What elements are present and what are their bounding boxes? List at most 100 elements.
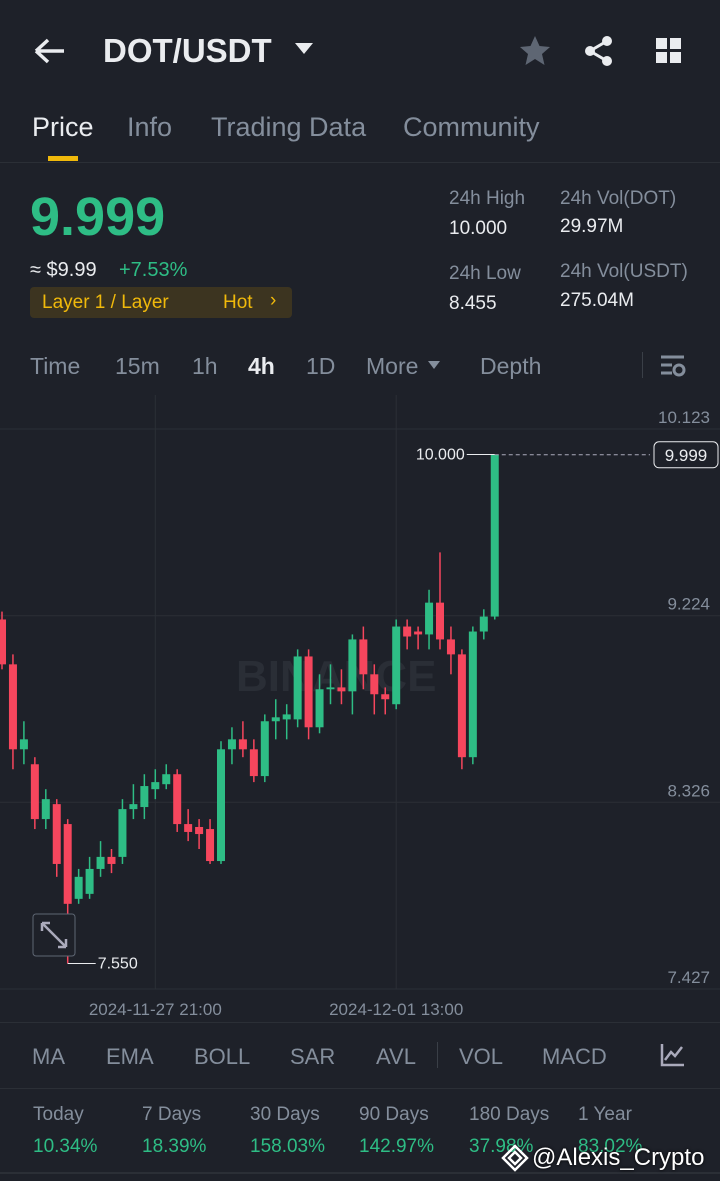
- tag[interactable]: Layer 1 / Layer: [42, 292, 169, 313]
- indicator[interactable]: EMA: [106, 1044, 154, 1069]
- candle-chart: BINANCE 7.427 8.326 9.224 10.123 2024-11-27 2…: [0, 395, 720, 1019]
- indicator[interactable]: MA: [32, 1044, 65, 1069]
- candle-body: [206, 829, 215, 862]
- candle-body: [457, 654, 466, 758]
- candle-body: [0, 619, 6, 665]
- interval[interactable]: More: [366, 353, 419, 379]
- candle-body: [238, 739, 247, 750]
- stat-label: 24h Vol(USDT): [560, 261, 688, 282]
- candle-body: [8, 664, 17, 750]
- interval-active[interactable]: 4h: [248, 353, 275, 379]
- perf-value: 10.34%: [33, 1136, 98, 1157]
- tab[interactable]: Trading Data: [211, 112, 367, 142]
- x-tick-label: 2024-12-01 13:00: [329, 1000, 463, 1019]
- share-icon[interactable]: [582, 34, 616, 68]
- stat-value: 275.04M: [560, 290, 634, 311]
- fullscreen-icon: [40, 921, 68, 949]
- candle-body: [63, 824, 72, 904]
- separator: [642, 352, 643, 378]
- divider: [0, 1022, 720, 1023]
- chevron: ›: [270, 290, 277, 311]
- dropdown-icon[interactable]: [294, 42, 314, 56]
- candle-body: [217, 749, 225, 862]
- tab[interactable]: Info: [127, 112, 173, 142]
- candle-body: [260, 721, 269, 777]
- watermark-logo: [501, 1144, 529, 1172]
- candle-body: [249, 749, 258, 777]
- grid-icon[interactable]: [654, 36, 684, 66]
- perf-value: 37.98%: [469, 1136, 534, 1157]
- chart-watermark: BINANCE: [236, 652, 436, 701]
- chart-settings-icon[interactable]: [660, 1042, 686, 1068]
- indicator[interactable]: BOLL: [194, 1044, 251, 1069]
- candle-body: [337, 687, 346, 692]
- candle-body: [293, 656, 302, 720]
- y-tick-label: 8.326: [667, 781, 710, 800]
- candle-body: [446, 639, 455, 655]
- pair-title[interactable]: DOT/USDT: [103, 32, 272, 69]
- candle-body: [326, 687, 335, 690]
- perf-label: 30 Days: [250, 1104, 320, 1125]
- indicator[interactable]: MACD: [542, 1044, 607, 1069]
- tab[interactable]: Community: [403, 112, 540, 142]
- candle-body: [140, 786, 149, 808]
- candle-body: [19, 739, 28, 750]
- max-label: 10.000: [416, 447, 465, 464]
- candle-body: [107, 856, 116, 864]
- last-price-label: 9.999: [665, 446, 708, 465]
- tab-indicator: [48, 156, 78, 161]
- separator: [437, 1042, 438, 1068]
- candle-body: [195, 826, 204, 835]
- interval[interactable]: 15m: [115, 353, 160, 379]
- candle-body: [271, 717, 280, 722]
- candle-body: [41, 799, 50, 820]
- interval[interactable]: Time: [30, 353, 81, 379]
- perf-label: 180 Days: [469, 1104, 550, 1125]
- indicator[interactable]: AVL: [376, 1044, 416, 1069]
- more-icon: [428, 361, 440, 369]
- stat-value: 29.97M: [560, 216, 624, 237]
- favorite-icon[interactable]: [518, 34, 552, 68]
- candle-body: [304, 656, 313, 728]
- tab-active[interactable]: Price: [32, 112, 94, 142]
- candle-body: [392, 626, 401, 705]
- candle-body: [414, 631, 423, 635]
- candle-body: [173, 774, 182, 825]
- perf-value: 142.97%: [359, 1136, 435, 1157]
- indicator[interactable]: SAR: [290, 1044, 336, 1069]
- indicator[interactable]: VOL: [459, 1044, 504, 1069]
- interval[interactable]: 1D: [306, 353, 336, 379]
- candle-body: [282, 714, 291, 720]
- fullscreen-button[interactable]: [32, 913, 76, 957]
- interval[interactable]: Depth: [480, 353, 542, 379]
- candle-body: [30, 764, 39, 820]
- candle-body: [370, 674, 379, 695]
- last-price-box: [653, 441, 719, 469]
- perf-label: 90 Days: [359, 1104, 429, 1125]
- interval[interactable]: 1h: [192, 353, 218, 379]
- candle-body: [118, 809, 127, 857]
- candle-body: [479, 616, 488, 632]
- perf-value: 83.02%: [578, 1136, 643, 1157]
- candle-body: [85, 868, 94, 894]
- candle-body: [74, 876, 83, 899]
- min-label: 7.550: [98, 955, 138, 972]
- settings-icon[interactable]: [660, 354, 686, 378]
- x-tick-label: 2024-11-27 21:00: [89, 1000, 222, 1019]
- candle-body: [348, 639, 357, 692]
- candle-body: [184, 824, 193, 832]
- last-price: 9.999: [30, 187, 166, 247]
- candle-body: [468, 631, 477, 758]
- stat-value: 8.455: [449, 293, 497, 314]
- perf-label: 7 Days: [142, 1104, 202, 1125]
- candle-body: [151, 782, 160, 790]
- candle-body: [403, 626, 412, 637]
- back-button[interactable]: [32, 36, 68, 66]
- candle-body: [227, 739, 236, 750]
- tag-box[interactable]: [30, 287, 292, 318]
- perf-value: 18.39%: [142, 1136, 207, 1157]
- candle-body: [129, 804, 138, 810]
- y-tick-label: 10.123: [658, 408, 710, 427]
- divider: [0, 1172, 720, 1174]
- hot-tag[interactable]: Hot: [223, 292, 253, 313]
